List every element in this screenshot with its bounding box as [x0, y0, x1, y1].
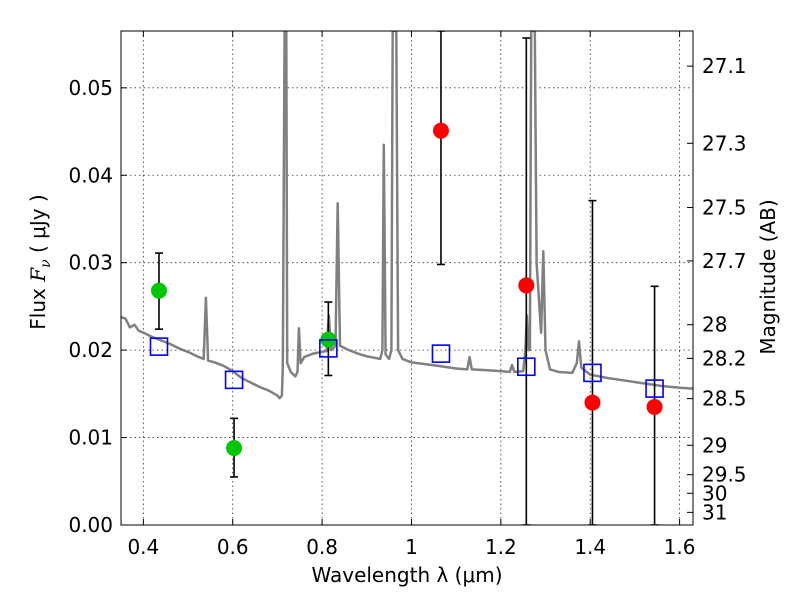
y-axis-label-symbol: F — [26, 267, 50, 283]
data-point-1 — [432, 122, 449, 139]
y2-tick-label: 31 — [702, 500, 727, 524]
data-point-1 — [646, 398, 663, 415]
x-tick-label: 0.4 — [127, 535, 159, 559]
y-tick-label: 0.05 — [68, 76, 113, 100]
x-tick-label: 0.6 — [217, 535, 249, 559]
y-tick-label: 0.02 — [68, 338, 113, 362]
y-axis-label-prefix: Flux — [26, 282, 50, 330]
plot-area — [121, 31, 693, 525]
y2-tick-label: 30 — [702, 481, 727, 505]
y2-tick-label: 28 — [702, 313, 727, 337]
data-point-2 — [431, 344, 451, 363]
data-point-1 — [518, 277, 535, 294]
y-tick-label: 0.03 — [68, 251, 113, 275]
data-point-2 — [224, 370, 244, 390]
y2-tick-label: 29 — [702, 433, 727, 457]
y-tick-label: 0.00 — [68, 513, 113, 537]
y2-tick-label: 27.5 — [702, 196, 747, 220]
y-tick-label: 0.01 — [68, 426, 113, 450]
data-point-0 — [150, 282, 167, 299]
y2-tick-label: 28.5 — [702, 387, 747, 411]
y-axis-label: Flux Fν ( μJy ) — [26, 194, 54, 329]
y2-axis-label: Magnitude (AB) — [756, 199, 780, 354]
x-tick-label: 1 — [405, 535, 418, 559]
x-axis-label: Wavelength λ (μm) — [311, 563, 502, 587]
x-tick-label: 1.4 — [574, 535, 606, 559]
y-axis-label-subscript: ν — [38, 259, 54, 268]
plot-frame — [120, 30, 694, 526]
y2-tick-label: 29.5 — [702, 463, 747, 487]
y2-tick-label: 27.7 — [702, 249, 747, 273]
spectrum-line — [121, 31, 693, 400]
data-point-0 — [226, 440, 243, 457]
data-point-2 — [645, 379, 664, 398]
data-point-1 — [584, 394, 601, 411]
data-point-2 — [517, 357, 536, 377]
x-tick-label: 0.8 — [306, 535, 338, 559]
y2-tick-label: 28.2 — [702, 346, 747, 370]
x-tick-label: 1.6 — [664, 535, 696, 559]
y2-tick-label: 27.1 — [702, 54, 747, 78]
data-point-2 — [583, 363, 602, 383]
axes: 0.4 0.6 0.8 1 1.2 1.4 1.6 0.00 0.01 0.02 0.03 0.04 0… — [68, 31, 747, 559]
y-axis-label-suffix: ( μJy ) — [26, 194, 50, 259]
y-tick-label: 0.04 — [68, 163, 113, 187]
data-point-2 — [319, 339, 338, 358]
data-point-2 — [149, 337, 169, 356]
x-tick-label: 1.2 — [485, 535, 517, 559]
y2-tick-label: 27.3 — [702, 131, 747, 155]
